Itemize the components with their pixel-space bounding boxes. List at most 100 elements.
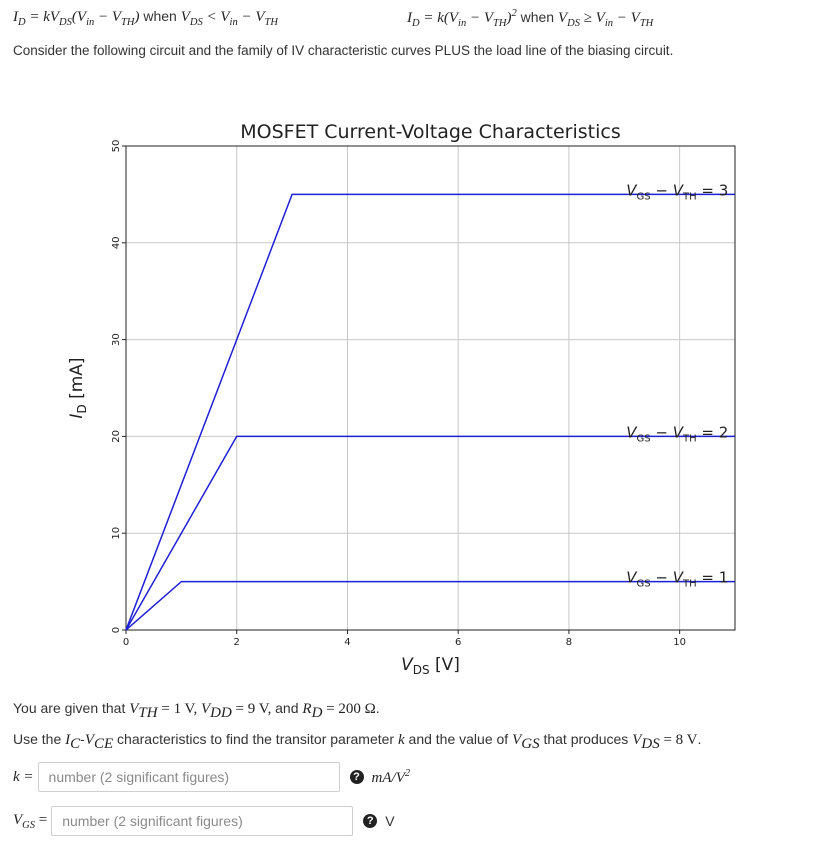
use-text: . <box>697 731 702 747</box>
given-symbol: V <box>200 701 211 717</box>
xlabel-part: V <box>401 655 414 675</box>
k-unit-sup: 2 <box>404 767 411 779</box>
eq-text: ≥ V <box>579 10 605 26</box>
eq-text: V <box>180 9 190 25</box>
given-text: You are given that <box>13 700 130 716</box>
xlabel-part: [V] <box>430 655 460 675</box>
k-unit-text: mA/V <box>371 769 405 786</box>
eq-sub: in <box>604 18 614 29</box>
x-tick-label: 0 <box>123 637 129 648</box>
vgs-input[interactable] <box>51 806 354 836</box>
series-line <box>125 580 735 631</box>
eq-text: − V <box>466 10 493 26</box>
eq-sub: in <box>229 17 238 28</box>
eq-sub: DS <box>189 17 203 28</box>
x-tick-label: 2 <box>234 637 240 648</box>
help-icon[interactable]: ? <box>363 814 378 828</box>
eq-sub: DS <box>59 17 72 28</box>
eq-text: − V <box>237 9 265 25</box>
x-tick-label: 8 <box>566 637 572 648</box>
curve-annotation: VGS − VTH = 2 <box>626 423 728 444</box>
given-value: = 200 Ω <box>322 701 376 717</box>
equations-line: ID = kVDS(Vin − VTH) when VDS < Vin − VT… <box>13 8 813 32</box>
annotation-part: − V <box>651 181 685 199</box>
annotation-part: GS <box>637 433 651 444</box>
annotation-part: − V <box>651 423 685 441</box>
annotation-part: = 1 <box>697 569 729 587</box>
vgs-label-eq: = <box>35 811 48 828</box>
annotation-part: V <box>626 423 638 441</box>
vgs-unit: V <box>385 813 395 829</box>
eq-sub: in <box>86 17 95 28</box>
given-parameters: You are given that VTH = 1 V, VDD = 9 V,… <box>13 700 380 722</box>
eq-text: = kV <box>25 9 60 25</box>
y-tick-label: 30 <box>111 333 122 346</box>
eq-sub: D <box>18 17 26 28</box>
y-tick-label: 40 <box>111 236 122 249</box>
vgs-label-sub: GS <box>22 819 36 831</box>
vgs-label-symbol: V <box>13 811 23 828</box>
use-text: Use the <box>13 731 66 747</box>
eq-sup: 2 <box>511 8 517 19</box>
use-sub: DS <box>641 735 660 752</box>
eq-text: (V <box>71 9 87 25</box>
x-tick-label: 6 <box>455 637 461 648</box>
annotation-part: V <box>626 569 638 587</box>
eq-text: ) <box>506 10 512 26</box>
annotation-part: GS <box>637 191 651 202</box>
annotation-part: V <box>626 181 638 199</box>
vgs-label: VGS = <box>13 812 47 831</box>
given-symbol: R <box>302 701 312 717</box>
given-text: and <box>275 700 303 716</box>
annotation-part: GS <box>637 579 651 590</box>
given-sub: TH <box>138 704 158 721</box>
help-icon[interactable]: ? <box>349 770 364 784</box>
use-symbol: V <box>512 732 522 748</box>
use-value: = 8 V <box>659 732 698 748</box>
given-value: = 9 V, <box>231 701 276 717</box>
eq-text: V <box>557 10 568 26</box>
intro-text: Consider the following circuit and the f… <box>13 43 674 58</box>
eq-text: I <box>13 9 18 25</box>
annotation-part: TH <box>682 433 697 444</box>
given-symbol: V <box>129 701 139 717</box>
ylabel-part: [mA] <box>67 357 87 404</box>
given-text: . <box>375 700 380 716</box>
use-symbol: I <box>65 732 71 748</box>
k-label: k = <box>13 768 34 785</box>
use-sub: GS <box>521 735 540 752</box>
annotation-part: = 3 <box>697 181 729 199</box>
eq-sub: D <box>412 18 420 29</box>
series-line <box>125 435 735 631</box>
x-axis-label: VDS [V] <box>401 655 460 677</box>
use-symbol: V <box>632 732 642 748</box>
use-text: - <box>80 731 85 747</box>
use-sub: CE <box>94 735 114 752</box>
use-text: characteristics to find the transitor pa… <box>113 731 398 747</box>
use-text: that produces <box>539 731 633 747</box>
use-symbol: k <box>397 732 405 748</box>
ylabel-part: D <box>75 404 89 413</box>
use-sub: C <box>70 735 81 752</box>
x-tick-label: 10 <box>673 637 686 648</box>
k-answer-row: k = ? mA/V2 <box>13 761 410 793</box>
eq-text: − V <box>94 9 122 25</box>
vgs-answer-row: VGS = ? V <box>13 805 395 837</box>
eq-when: when <box>516 9 558 25</box>
y-tick-label: 0 <box>111 627 122 633</box>
annotation-part: TH <box>682 579 697 590</box>
eq-text: I <box>407 10 412 26</box>
x-tick-label: 4 <box>344 637 350 648</box>
annotation-part: = 2 <box>697 423 729 441</box>
eq-when: when <box>139 8 181 24</box>
annotation-part: TH <box>682 191 697 202</box>
k-input[interactable] <box>37 762 340 792</box>
annotation-part: − V <box>651 569 685 587</box>
y-tick-label: 10 <box>111 527 122 540</box>
eq-sub: TH <box>121 17 135 28</box>
curve-annotation: VGS − VTH = 1 <box>626 569 728 590</box>
eq-sub: TH <box>493 18 507 29</box>
k-unit: mA/V2 <box>372 768 411 787</box>
eq-sub: in <box>458 18 467 29</box>
